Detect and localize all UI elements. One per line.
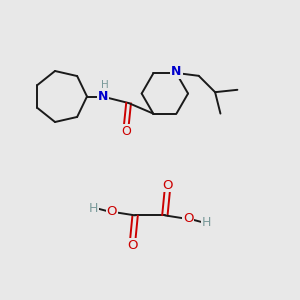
Text: H: H <box>89 202 98 215</box>
Text: N: N <box>171 65 182 79</box>
Text: H: H <box>202 216 211 229</box>
Text: N: N <box>98 90 109 103</box>
Text: H: H <box>101 80 109 90</box>
Text: O: O <box>128 239 138 252</box>
Text: O: O <box>121 125 131 138</box>
Text: O: O <box>162 178 172 192</box>
Text: O: O <box>183 212 193 226</box>
Text: O: O <box>107 205 117 218</box>
